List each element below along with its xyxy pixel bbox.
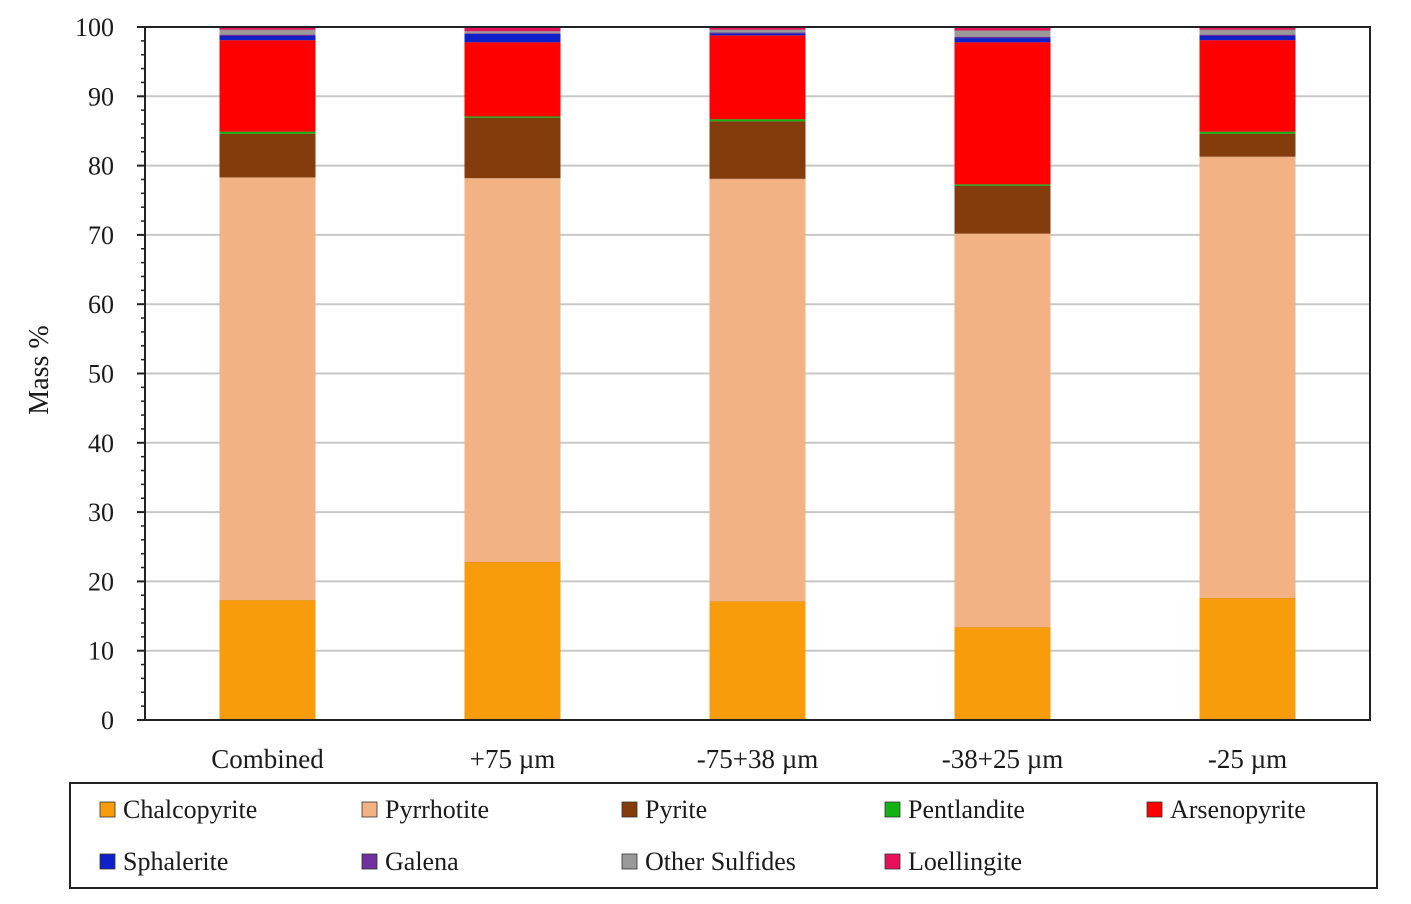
legend-label: Galena bbox=[385, 847, 459, 876]
bar-segment bbox=[709, 27, 806, 30]
bar-segment bbox=[1199, 29, 1296, 35]
y-tick-label: 10 bbox=[88, 637, 114, 666]
bar-segment bbox=[219, 27, 316, 30]
bar-segment bbox=[709, 119, 806, 122]
legend-swatch bbox=[99, 853, 116, 870]
legend-swatch bbox=[361, 853, 378, 870]
bar-segment bbox=[954, 627, 1051, 720]
bar-segment bbox=[464, 42, 561, 117]
bar-segment bbox=[709, 32, 806, 34]
bar-segment bbox=[709, 35, 806, 120]
bar-segment bbox=[954, 27, 1051, 31]
bar-segment bbox=[464, 117, 561, 179]
bar-segment bbox=[954, 36, 1051, 39]
x-tick-label: -75+38 µm bbox=[697, 744, 819, 774]
legend-swatch bbox=[884, 801, 901, 818]
y-tick-label: 100 bbox=[75, 13, 114, 42]
axes: Combined +75 µm -75+38 µm -38+25 µm -25 µm 0 1… bbox=[75, 13, 1371, 774]
y-tick-label: 70 bbox=[88, 221, 114, 250]
bar-segment bbox=[709, 121, 806, 179]
legend-label: Pentlandite bbox=[908, 795, 1025, 824]
bar-segment bbox=[219, 600, 316, 720]
legend-label: Chalcopyrite bbox=[123, 795, 257, 824]
x-tick-label: +75 µm bbox=[470, 744, 556, 774]
x-tick-label: -38+25 µm bbox=[942, 744, 1064, 774]
y-tick-label: 40 bbox=[88, 429, 114, 458]
bar-segment bbox=[954, 184, 1051, 186]
y-tick-label: 80 bbox=[88, 152, 114, 181]
legend-swatch bbox=[884, 853, 901, 870]
y-tick-label: 90 bbox=[88, 82, 114, 111]
legend-box bbox=[69, 782, 1378, 889]
legend-swatch bbox=[621, 853, 638, 870]
x-tick-label: -25 µm bbox=[1208, 744, 1287, 774]
legend-label: Arsenopyrite bbox=[1170, 795, 1306, 824]
legend: Chalcopyrite Pyrrhotite Pyrite Pentlandite A… bbox=[69, 782, 1378, 889]
legend-label: Loellingite bbox=[908, 847, 1022, 876]
bar-segment bbox=[219, 36, 316, 41]
legend-swatch bbox=[361, 801, 378, 818]
legend-label: Pyrrhotite bbox=[385, 795, 489, 824]
bar-segment bbox=[1199, 34, 1296, 37]
bar-segment bbox=[954, 30, 1051, 37]
bar-segment bbox=[954, 185, 1051, 234]
bar-segment bbox=[464, 33, 561, 34]
bar-segment bbox=[1199, 133, 1296, 157]
bar-segment bbox=[954, 38, 1051, 43]
bar-segment bbox=[219, 131, 316, 134]
y-tick-label: 30 bbox=[88, 498, 114, 527]
legend-label: Other Sulfides bbox=[645, 847, 796, 876]
bar-segment bbox=[219, 34, 316, 37]
bar-segment bbox=[709, 33, 806, 36]
legend-swatch bbox=[99, 801, 116, 818]
bar-segment bbox=[464, 178, 561, 562]
bar-segment bbox=[219, 133, 316, 178]
legend-swatch bbox=[621, 801, 638, 818]
y-axis-title: Mass % bbox=[24, 325, 55, 414]
bar-segment bbox=[219, 177, 316, 601]
legend-label: Sphalerite bbox=[123, 847, 228, 876]
y-tick-label: 0 bbox=[101, 706, 114, 735]
legend-swatch bbox=[1146, 801, 1163, 818]
bar-segment bbox=[464, 116, 561, 118]
y-tick-label: 20 bbox=[88, 567, 114, 596]
bar-segment bbox=[1199, 131, 1296, 134]
bar-segment bbox=[464, 561, 561, 720]
bar-segment bbox=[464, 31, 561, 34]
bar-segment bbox=[219, 40, 316, 132]
bar-segment bbox=[1199, 40, 1296, 132]
bar-segment bbox=[1199, 27, 1296, 30]
bar-segment bbox=[954, 233, 1051, 628]
legend-label: Pyrite bbox=[645, 795, 707, 824]
bars bbox=[219, 26, 1296, 720]
bar-segment bbox=[219, 29, 316, 35]
bar-segment bbox=[464, 27, 561, 32]
y-tick-label: 50 bbox=[88, 360, 114, 389]
y-tick-label: 60 bbox=[88, 290, 114, 319]
bar-segment bbox=[1199, 598, 1296, 720]
bar-segment bbox=[464, 33, 561, 43]
bar-segment bbox=[1199, 156, 1296, 599]
bar-segment bbox=[1199, 36, 1296, 41]
bar-segment bbox=[709, 29, 806, 33]
bar-segment bbox=[954, 42, 1051, 185]
bar-segment bbox=[709, 178, 806, 602]
x-tick-label: Combined bbox=[211, 744, 324, 774]
bar-segment bbox=[709, 601, 806, 720]
